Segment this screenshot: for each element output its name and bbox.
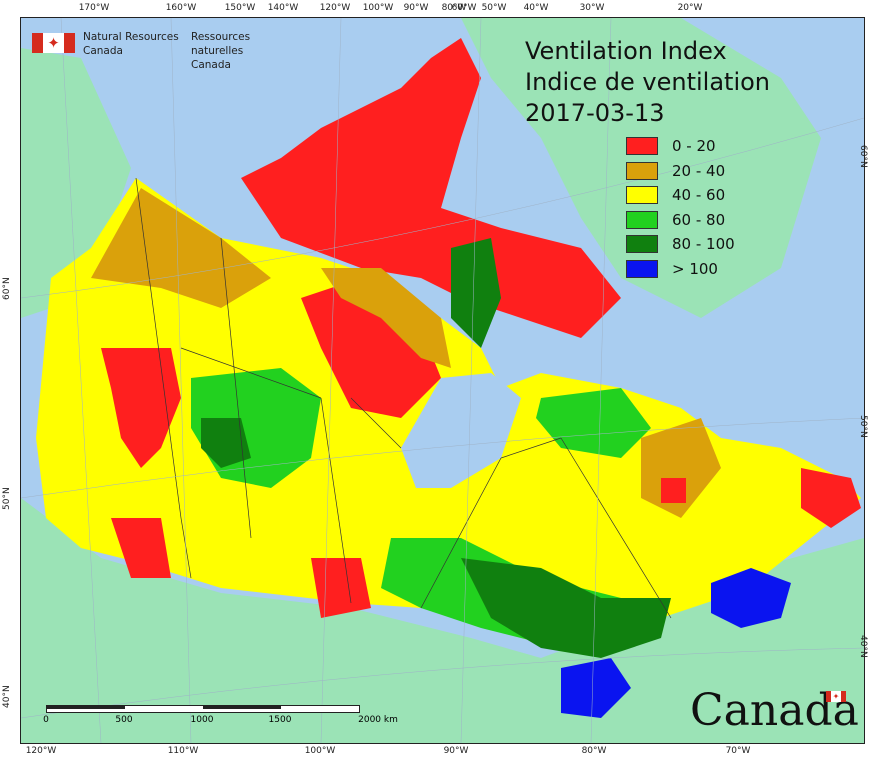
tick-top: 160°W: [165, 3, 197, 13]
map-date: 2017-03-13: [525, 99, 665, 127]
legend-label: 40 - 60: [672, 186, 726, 205]
tick-top: 150°W: [224, 3, 256, 13]
legend-item: 20 - 40: [626, 159, 735, 184]
legend-swatch: [626, 210, 658, 229]
map-title: Ventilation Index Indice de ventilation …: [525, 36, 770, 129]
legend-swatch: [626, 161, 658, 180]
region-green-labrador: [536, 388, 651, 458]
scale-track: [46, 705, 360, 713]
scale-label: 0: [43, 715, 49, 725]
scale-labels: 0 500 1000 1500 2000 km: [43, 713, 398, 725]
region-red-prairie-south: [311, 558, 371, 618]
map-frame: [20, 17, 865, 744]
region-red-nunavut: [301, 278, 441, 418]
hudson-bay: [401, 373, 521, 488]
legend-swatch: [626, 235, 658, 254]
tick-top: 140°W: [267, 3, 299, 13]
region-red-quebec: [661, 478, 686, 503]
tick-top: 20°W: [677, 3, 703, 13]
agency-english-line: Natural Resources: [83, 31, 179, 43]
legend-item: 0 - 20: [626, 134, 735, 159]
tick-top: 50°W: [481, 3, 507, 13]
region-red-west: [101, 348, 181, 468]
agency-english: Natural Resources Canada: [83, 30, 183, 72]
legend-item: 80 - 100: [626, 232, 735, 257]
region-green-baffin: [451, 238, 501, 348]
legend-label: 60 - 80: [672, 210, 726, 229]
scale-label: 2000 km: [358, 715, 398, 725]
tick-top: 30°W: [579, 3, 605, 13]
legend-item: 60 - 80: [626, 208, 735, 233]
legend-label: 20 - 40: [672, 161, 726, 180]
agency-french-line: Ressources naturelles: [191, 31, 251, 57]
wordmark-flag-icon: ✦: [826, 691, 846, 702]
agency-signature: ✦ Natural Resources Canada Ressources na…: [32, 30, 291, 72]
tick-bottom: 90°W: [443, 746, 469, 756]
usa: [21, 498, 864, 743]
scale-label: 1000: [190, 715, 214, 725]
canada-flag-icon: ✦: [32, 33, 75, 53]
tick-left: 50°N: [2, 487, 12, 510]
provincial-borders: [135, 177, 672, 619]
legend-label: > 100: [672, 259, 718, 278]
tick-right: 50°N: [858, 415, 868, 438]
scale-label: 500: [115, 715, 133, 725]
tick-top: 100°W: [362, 3, 394, 13]
tick-left: 60°N: [2, 277, 12, 300]
tick-bottom: 80°W: [581, 746, 607, 756]
legend-swatch: [626, 259, 658, 278]
tick-right: 40°N: [858, 635, 868, 658]
legend-label: 80 - 100: [672, 235, 735, 254]
arctic-islands: [241, 38, 621, 338]
region-blue-maritimes: [711, 568, 791, 628]
tick-top: 60°W: [451, 3, 477, 13]
tick-top: 80°W: [441, 3, 467, 13]
tick-top: 120°W: [319, 3, 351, 13]
legend-item: 40 - 60: [626, 183, 735, 208]
tick-top: 90°W: [403, 3, 429, 13]
scale-label: 1500: [268, 715, 292, 725]
title-line-en: Ventilation Index: [525, 37, 727, 65]
scale-bar: 0 500 1000 1500 2000 km: [43, 705, 398, 725]
tick-left: 40°N: [2, 685, 12, 708]
tick-bottom: 100°W: [304, 746, 336, 756]
legend-swatch: [626, 186, 658, 205]
tick-bottom: 70°W: [725, 746, 751, 756]
region-red-newfoundland: [801, 468, 861, 528]
tick-bottom: 110°W: [167, 746, 199, 756]
region-red-bc-south: [111, 518, 171, 578]
tick-right: 60°N: [858, 145, 868, 168]
graticule: [21, 18, 864, 743]
region-dark-prairie: [201, 418, 251, 468]
region-orange-belt: [321, 268, 451, 368]
region-orange-north: [91, 188, 271, 308]
region-blue-ontario: [561, 658, 631, 718]
region-dark-ontario: [461, 558, 671, 658]
agency-english-line: Canada: [83, 45, 123, 57]
title-line-fr: Indice de ventilation: [525, 68, 771, 96]
legend-swatch: [626, 137, 658, 156]
agency-french-line: Canada: [191, 59, 231, 71]
tick-bottom: 120°W: [25, 746, 57, 756]
tick-top: 170°W: [78, 3, 110, 13]
legend-label: 0 - 20: [672, 137, 716, 156]
legend: 0 - 20 20 - 40 40 - 60 60 - 80 80 - 100 …: [626, 134, 735, 281]
agency-french: Ressources naturelles Canada: [191, 30, 291, 72]
tick-top: 40°W: [523, 3, 549, 13]
legend-item: > 100: [626, 257, 735, 282]
